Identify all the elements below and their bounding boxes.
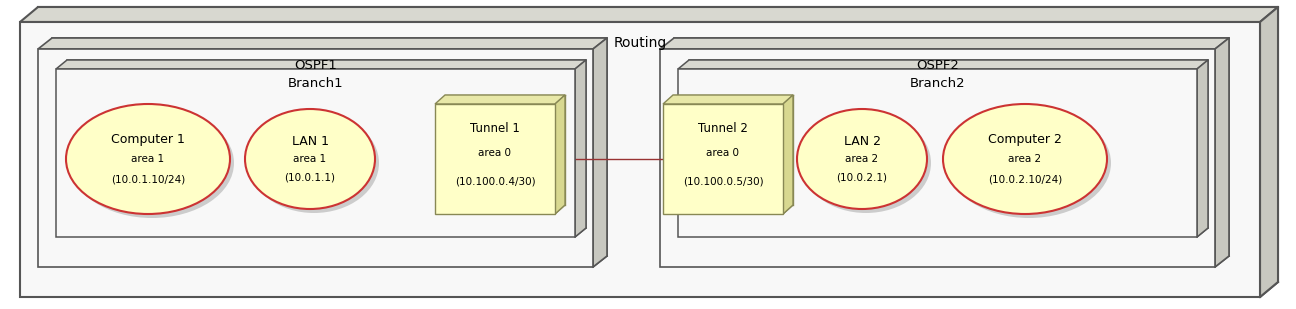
Text: LAN 1: LAN 1 bbox=[292, 135, 328, 148]
Bar bbox=[678, 69, 1198, 237]
Text: OSPF2: OSPF2 bbox=[916, 59, 959, 72]
Polygon shape bbox=[38, 38, 607, 49]
Polygon shape bbox=[1216, 38, 1229, 267]
Text: Computer 1: Computer 1 bbox=[111, 133, 185, 146]
Bar bbox=[19, 22, 1260, 297]
Text: Tunnel 2: Tunnel 2 bbox=[699, 122, 748, 135]
Text: Routing: Routing bbox=[613, 36, 666, 50]
Text: (10.0.2.1): (10.0.2.1) bbox=[836, 173, 888, 183]
Polygon shape bbox=[664, 95, 793, 104]
Ellipse shape bbox=[70, 108, 235, 218]
Polygon shape bbox=[594, 38, 607, 267]
Text: area 1: area 1 bbox=[131, 154, 165, 164]
Bar bbox=[664, 104, 783, 214]
Ellipse shape bbox=[947, 108, 1111, 218]
Polygon shape bbox=[1198, 60, 1208, 237]
Text: Computer 2: Computer 2 bbox=[988, 133, 1061, 146]
Ellipse shape bbox=[249, 113, 378, 213]
Polygon shape bbox=[660, 38, 1229, 49]
Text: Tunnel 1: Tunnel 1 bbox=[470, 122, 520, 135]
Text: (10.0.2.10/24): (10.0.2.10/24) bbox=[988, 175, 1063, 185]
Polygon shape bbox=[575, 60, 586, 237]
Polygon shape bbox=[1260, 7, 1278, 297]
Text: Branch1: Branch1 bbox=[288, 77, 343, 90]
Polygon shape bbox=[783, 95, 793, 214]
Ellipse shape bbox=[797, 109, 927, 209]
Bar bbox=[56, 69, 575, 237]
Bar bbox=[660, 49, 1216, 267]
Polygon shape bbox=[56, 60, 586, 69]
Bar bbox=[435, 104, 555, 214]
Text: (10.100.0.5/30): (10.100.0.5/30) bbox=[683, 176, 763, 186]
Text: OSPF1: OSPF1 bbox=[294, 59, 337, 72]
Text: area 2: area 2 bbox=[1008, 154, 1042, 164]
Polygon shape bbox=[678, 60, 1208, 69]
Text: area 0: area 0 bbox=[478, 149, 512, 159]
Text: (10.100.0.4/30): (10.100.0.4/30) bbox=[455, 176, 535, 186]
Ellipse shape bbox=[943, 104, 1107, 214]
Ellipse shape bbox=[801, 113, 931, 213]
Bar bbox=[38, 49, 594, 267]
Text: (10.0.1.10/24): (10.0.1.10/24) bbox=[111, 175, 185, 185]
Ellipse shape bbox=[245, 109, 375, 209]
Text: (10.0.1.1): (10.0.1.1) bbox=[285, 173, 336, 183]
Polygon shape bbox=[555, 95, 565, 214]
Text: area 1: area 1 bbox=[293, 154, 327, 164]
Text: area 2: area 2 bbox=[845, 154, 879, 164]
Text: LAN 2: LAN 2 bbox=[844, 135, 880, 148]
Polygon shape bbox=[435, 95, 565, 104]
Polygon shape bbox=[19, 7, 1278, 22]
Text: Branch2: Branch2 bbox=[910, 77, 966, 90]
Ellipse shape bbox=[66, 104, 229, 214]
Text: area 0: area 0 bbox=[706, 149, 740, 159]
